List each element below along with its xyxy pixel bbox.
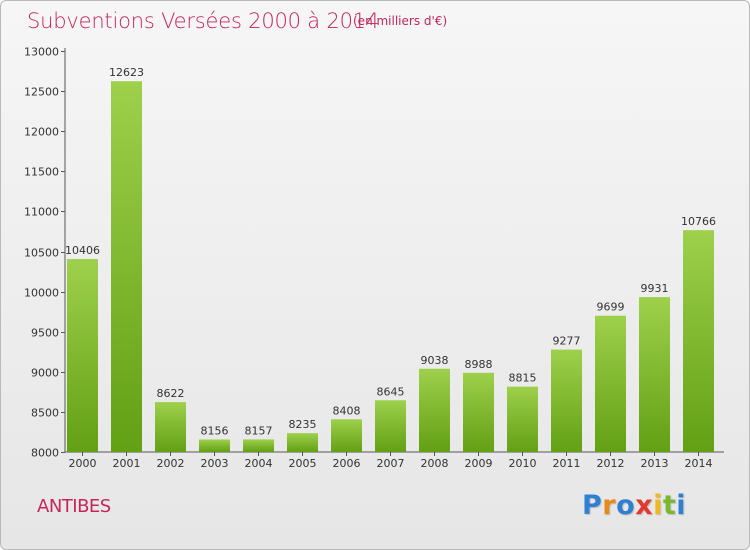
x-tick-label: 2006 xyxy=(333,457,361,470)
x-tick-label: 2004 xyxy=(245,457,273,470)
y-tick-label: 12000 xyxy=(24,126,59,139)
x-tick-label: 2007 xyxy=(377,457,405,470)
bar xyxy=(243,439,274,452)
bar xyxy=(551,349,582,452)
bar xyxy=(155,402,186,452)
bar xyxy=(595,315,626,452)
x-tick-label: 2010 xyxy=(509,457,537,470)
y-tick-label: 11000 xyxy=(24,206,59,219)
x-tick-label: 2013 xyxy=(641,457,669,470)
x-tick-label: 2001 xyxy=(113,457,141,470)
bar-value-label: 9277 xyxy=(553,335,581,348)
y-tick-label: 11500 xyxy=(24,166,59,179)
bar xyxy=(287,433,318,452)
y-tick-label: 9500 xyxy=(31,327,59,340)
x-tick-label: 2014 xyxy=(685,457,713,470)
logo-letter: r xyxy=(602,490,617,521)
bar xyxy=(199,439,230,452)
bar-value-label: 10406 xyxy=(65,244,100,257)
bar-value-label: 8622 xyxy=(157,387,185,400)
bar xyxy=(111,81,142,452)
y-tick-label: 13000 xyxy=(24,46,59,59)
bar-value-label: 9038 xyxy=(421,354,449,367)
logo-letter: i xyxy=(653,490,663,521)
bar-value-label: 8988 xyxy=(465,358,493,371)
bar-value-label: 12623 xyxy=(109,66,144,79)
bar xyxy=(639,297,670,452)
y-tick-label: 8000 xyxy=(31,447,59,460)
logo-letter: x xyxy=(635,490,654,521)
bar xyxy=(507,386,538,452)
bar xyxy=(331,419,362,452)
bar xyxy=(683,230,714,452)
logo-letter: i xyxy=(676,490,687,521)
x-tick-label: 2008 xyxy=(421,457,449,470)
bar-value-label: 8235 xyxy=(289,418,317,431)
x-tick-label: 2002 xyxy=(157,457,185,470)
y-tick-label: 10000 xyxy=(24,287,59,300)
x-tick-label: 2011 xyxy=(553,457,581,470)
y-tick-label: 12500 xyxy=(24,86,59,99)
bar-value-label: 8815 xyxy=(509,372,537,385)
logo-letter: o xyxy=(616,490,636,521)
proxiti-logo[interactable]: Proxiti xyxy=(582,490,686,521)
bar xyxy=(463,372,494,452)
bar-value-label: 10766 xyxy=(681,215,716,228)
y-tick-label: 8500 xyxy=(31,407,59,420)
bar-value-label: 8408 xyxy=(333,404,361,417)
chart-title: Subventions Versées 2000 à 2014 xyxy=(27,9,380,33)
y-tick-label: 10500 xyxy=(24,247,59,260)
x-tick-label: 2012 xyxy=(597,457,625,470)
x-tick-label: 2005 xyxy=(289,457,317,470)
chart-subtitle: (en milliers d'€) xyxy=(353,14,448,28)
y-tick-label: 9000 xyxy=(31,367,59,380)
bar xyxy=(375,400,406,452)
bar xyxy=(419,368,450,452)
bar-value-label: 9931 xyxy=(641,282,669,295)
place-name: ANTIBES xyxy=(37,496,111,517)
bar xyxy=(67,259,98,452)
x-tick-label: 2003 xyxy=(201,457,229,470)
bar-value-label: 8157 xyxy=(245,424,273,437)
bar-value-label: 8156 xyxy=(201,424,229,437)
logo-letter: t xyxy=(662,490,677,521)
bar-value-label: 8645 xyxy=(377,385,405,398)
logo-letter: P xyxy=(582,490,603,521)
bar-value-label: 9699 xyxy=(597,301,625,314)
x-tick-label: 2009 xyxy=(465,457,493,470)
x-tick-label: 2000 xyxy=(69,457,97,470)
